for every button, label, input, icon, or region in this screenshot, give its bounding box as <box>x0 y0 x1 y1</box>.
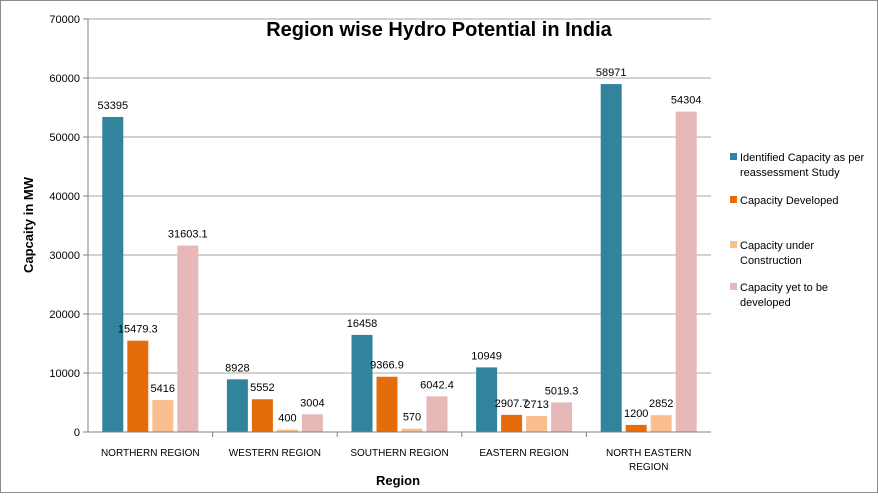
bar <box>625 424 647 432</box>
legend-label: developed <box>740 297 791 309</box>
legend-swatch <box>730 196 737 203</box>
legend-label: Capacity under <box>740 240 814 252</box>
chart-title: Region wise Hydro Potential in India <box>266 19 612 41</box>
data-label: 54304 <box>671 95 702 107</box>
legend-label: Construction <box>740 255 802 267</box>
x-axis: NORTHERN REGION WESTERN REGION SOUTHERN RE… <box>88 431 711 473</box>
data-label: 5416 <box>151 383 175 395</box>
y-axis-title: Capcaity in MW <box>21 176 36 273</box>
y-tick-label: 70000 <box>49 14 80 26</box>
y-tick-label: 40000 <box>49 191 80 203</box>
bar <box>351 334 373 432</box>
data-label: 2907.7 <box>495 398 529 410</box>
bar <box>551 402 573 432</box>
category-label: EASTERN REGION <box>479 448 568 459</box>
bar <box>675 111 697 433</box>
data-label: 16458 <box>347 318 378 330</box>
category-label: NORTHERN REGION <box>101 448 200 459</box>
legend-swatch <box>730 241 737 248</box>
bar <box>600 84 622 432</box>
data-label: 1200 <box>624 408 648 420</box>
bar <box>501 414 523 432</box>
y-tick-label: 10000 <box>49 368 80 380</box>
data-label: 8928 <box>225 362 249 374</box>
bar <box>476 367 498 432</box>
data-label: 400 <box>278 413 296 425</box>
y-axis: 0 10000 20000 30000 40000 50000 60000 70000 <box>49 14 89 439</box>
bar <box>426 396 448 432</box>
legend-label: Identified Capacity as per <box>740 152 864 164</box>
bar <box>127 340 149 432</box>
data-label: 15479.3 <box>118 324 158 336</box>
data-label: 6042.4 <box>420 379 454 391</box>
y-tick-label: 30000 <box>49 250 80 262</box>
bar <box>251 399 273 432</box>
y-tick-label: 20000 <box>49 309 80 321</box>
bar <box>650 415 672 432</box>
data-label: 5019.3 <box>545 385 579 397</box>
category-label: NORTH EASTERN <box>606 448 691 459</box>
data-label: 3004 <box>300 397 324 409</box>
x-axis-title: Region <box>376 473 420 488</box>
bar <box>226 379 248 432</box>
data-label: 2852 <box>649 398 673 410</box>
bar <box>276 429 298 432</box>
legend-label: reassessment Study <box>740 167 840 179</box>
legend-swatch <box>730 153 737 160</box>
data-label: 58971 <box>596 67 627 79</box>
data-label: 10949 <box>471 350 502 362</box>
bar <box>301 414 323 432</box>
legend-label: Capacity Developed <box>740 195 838 207</box>
bar <box>376 376 398 432</box>
data-label: 2713 <box>524 399 548 411</box>
legend-label: Capacity yet to be <box>740 282 828 294</box>
bar <box>152 400 174 432</box>
y-tick-label: 50000 <box>49 132 80 144</box>
bar <box>177 245 199 432</box>
data-label: 53395 <box>98 100 129 112</box>
bar <box>102 116 124 433</box>
category-label: REGION <box>629 462 668 473</box>
y-tick-label: 0 <box>74 427 80 439</box>
data-label: 9366.9 <box>370 360 404 372</box>
y-tick-label: 60000 <box>49 73 80 85</box>
category-label: SOUTHERN REGION <box>350 448 448 459</box>
category-label: WESTERN REGION <box>229 448 321 459</box>
legend: Identified Capacity as per reassessment S… <box>730 152 864 309</box>
legend-swatch <box>730 283 737 290</box>
data-label: 570 <box>403 412 421 424</box>
bar <box>401 428 423 432</box>
data-label: 31603.1 <box>168 229 208 241</box>
bar <box>526 415 548 432</box>
data-label: 5552 <box>250 382 274 394</box>
